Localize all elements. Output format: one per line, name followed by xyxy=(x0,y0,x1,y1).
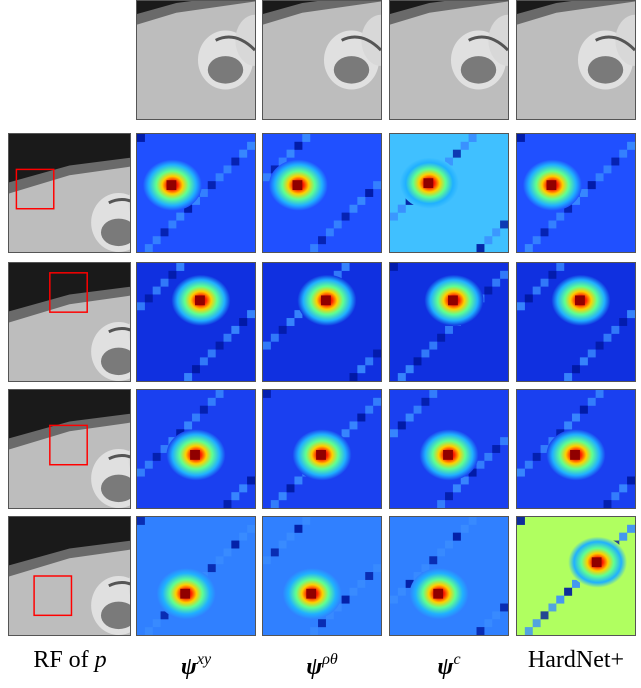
heatmap-psi-c xyxy=(389,389,509,509)
heatmap-hardnet xyxy=(516,516,636,636)
heatmap-hardnet xyxy=(516,389,636,509)
patch-thumb-xy xyxy=(136,0,256,120)
rf-patch xyxy=(8,516,131,636)
heatmap-psi-xy xyxy=(136,516,256,636)
rf-patch xyxy=(8,389,131,509)
caption-psi-xy: ψxy xyxy=(180,651,212,680)
rf-box xyxy=(49,272,88,313)
heatmap-psi-rho-theta xyxy=(262,262,382,382)
rf-patch xyxy=(8,262,131,382)
heatmap-hardnet xyxy=(516,133,636,253)
rf-patch xyxy=(8,133,131,253)
heatmap-psi-xy xyxy=(136,133,256,253)
heatmap-hardnet xyxy=(516,262,636,382)
rf-box xyxy=(33,575,73,617)
caption-psi-c: ψc xyxy=(437,651,461,680)
caption-hardnet: HardNet+ xyxy=(527,647,625,673)
patch-thumb-c xyxy=(389,0,509,120)
patch-thumb-rho-theta xyxy=(262,0,382,120)
heatmap-psi-xy xyxy=(136,389,256,509)
rf-box xyxy=(49,424,88,466)
caption-rf: RF of p xyxy=(33,647,107,673)
heatmap-psi-rho-theta xyxy=(262,389,382,509)
rf-box xyxy=(15,168,55,210)
heatmap-psi-xy xyxy=(136,262,256,382)
heatmap-psi-c xyxy=(389,262,509,382)
caption-psi-rho-theta: ψρθ xyxy=(306,651,338,680)
heatmap-psi-rho-theta xyxy=(262,516,382,636)
heatmap-psi-c xyxy=(389,516,509,636)
heatmap-psi-rho-theta xyxy=(262,133,382,253)
heatmap-psi-c xyxy=(389,133,509,253)
patch-thumb-hardnet xyxy=(516,0,636,120)
